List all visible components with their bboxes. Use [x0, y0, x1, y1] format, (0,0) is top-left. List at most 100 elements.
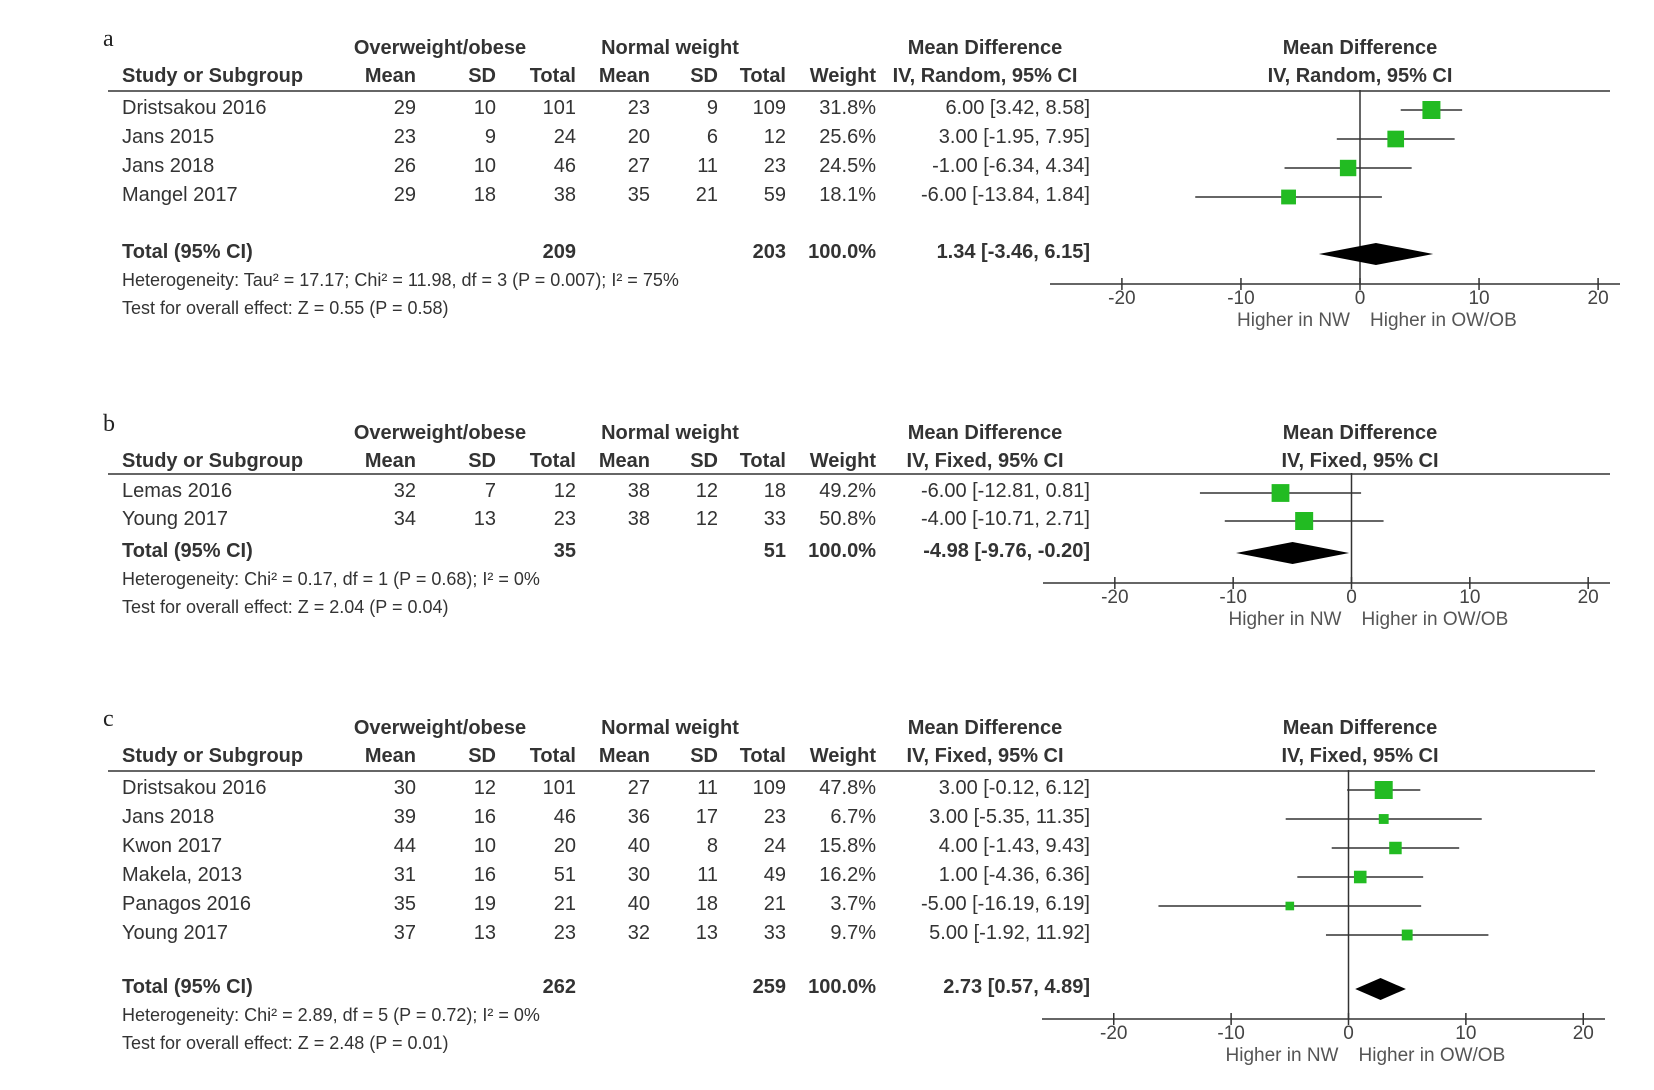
tick-label: 20	[1588, 288, 1609, 309]
tick-label: 10	[1459, 587, 1480, 608]
study-marker	[1281, 189, 1296, 205]
plot-header: Mean Difference	[1282, 422, 1438, 444]
group1-header: Overweight/obese	[353, 422, 527, 444]
ci-value: -5.00 [-16.19, 6.19]	[920, 893, 1090, 915]
ci-value: -4.00 [-10.71, 2.71]	[920, 508, 1090, 530]
total2-value: 49	[763, 864, 786, 886]
tick-label: 0	[1355, 288, 1366, 309]
sd1-value: 10	[473, 155, 496, 177]
mean2-value: 23	[627, 97, 650, 119]
study-name: Young 2017	[122, 508, 229, 530]
axis-label-left: Higher in NW	[1226, 1045, 1339, 1066]
study-name: Mangel 2017	[122, 184, 238, 206]
mean1-value: 23	[393, 126, 416, 148]
ci-value: 1.00 [-4.36, 6.36]	[938, 864, 1090, 886]
mean1-value: 26	[393, 155, 416, 177]
tick-label: 20	[1573, 1023, 1594, 1044]
tick-label: 20	[1578, 587, 1599, 608]
ci-value: 4.00 [-1.43, 9.43]	[938, 835, 1090, 857]
mean2-value: 40	[627, 835, 650, 857]
study-marker	[1374, 781, 1393, 799]
heterogeneity-note: Heterogeneity: Chi² = 0.17, df = 1 (P = …	[122, 569, 540, 589]
ci-value: 5.00 [-1.92, 11.92]	[929, 922, 1090, 944]
total1-sum: 35	[553, 540, 576, 562]
sd2-column-header: SD	[690, 745, 718, 767]
study-name: Lemas 2016	[122, 480, 233, 502]
panel-label: b	[103, 411, 115, 437]
total2-sum: 259	[752, 976, 786, 998]
weight-value: 18.1%	[819, 184, 876, 206]
heterogeneity-note: Heterogeneity: Tau² = 17.17; Chi² = 11.9…	[122, 270, 679, 290]
sd1-value: 12	[473, 777, 496, 799]
axis-label-right: Higher in OW/OB	[1359, 1045, 1506, 1066]
group2-header: Normal weight	[601, 422, 739, 444]
total-ci: 1.34 [-3.46, 6.15]	[936, 241, 1090, 263]
sd1-column-header: SD	[468, 65, 496, 87]
tick-label: -20	[1101, 587, 1128, 608]
weight-column-header: Weight	[809, 65, 876, 87]
total1-value: 46	[553, 155, 576, 177]
study-marker	[1353, 870, 1367, 884]
tick-label: -10	[1219, 587, 1246, 608]
study-marker	[1422, 101, 1441, 119]
total2-value: 24	[763, 835, 786, 857]
study-marker	[1271, 484, 1290, 502]
total2-column-header: Total	[739, 450, 786, 472]
study-name: Kwon 2017	[122, 835, 223, 857]
plot-subheader: IV, Fixed, 95% CI	[1281, 745, 1439, 767]
mean2-value: 35	[627, 184, 650, 206]
forest-plot-c: c Overweight/obese Normal weight Mean Diffe…	[0, 680, 1654, 1090]
axis-label-left: Higher in NW	[1229, 609, 1342, 630]
total-diamond	[1355, 978, 1406, 1000]
mean1-value: 32	[393, 480, 416, 502]
study-name: Dristsakou 2016	[122, 777, 267, 799]
mean1-value: 31	[393, 864, 416, 886]
plot-header: Mean Difference	[1282, 37, 1438, 59]
sd2-value: 8	[706, 835, 718, 857]
tick-label: 10	[1468, 288, 1489, 309]
study-column-header: Study or Subgroup	[122, 65, 304, 87]
mean2-value: 40	[627, 893, 650, 915]
total-label: Total (95% CI)	[122, 976, 253, 998]
sd2-value: 9	[706, 97, 718, 119]
weight-value: 3.7%	[830, 893, 876, 915]
mean1-value: 29	[393, 184, 416, 206]
total2-value: 59	[763, 184, 786, 206]
total2-value: 33	[763, 508, 786, 530]
mean1-value: 39	[393, 806, 416, 828]
total-weight: 100.0%	[808, 976, 876, 998]
tick-label: -20	[1108, 288, 1135, 309]
sd2-value: 18	[695, 893, 718, 915]
axis-label-left: Higher in NW	[1237, 310, 1350, 331]
total2-value: 109	[752, 97, 786, 119]
sd2-value: 17	[695, 806, 718, 828]
total2-value: 12	[763, 126, 786, 148]
total1-sum: 262	[542, 976, 576, 998]
mean1-column-header: Mean	[364, 65, 416, 87]
study-name: Jans 2018	[122, 155, 215, 177]
sd2-column-header: SD	[690, 65, 718, 87]
mean2-value: 32	[627, 922, 650, 944]
effect-subheader: IV, Fixed, 95% CI	[906, 745, 1064, 767]
total1-value: 20	[553, 835, 576, 857]
total2-value: 23	[763, 155, 786, 177]
ci-value: -1.00 [-6.34, 4.34]	[932, 155, 1090, 177]
ci-value: 3.00 [-5.35, 11.35]	[929, 806, 1090, 828]
total2-value: 21	[763, 893, 786, 915]
tick-label: 0	[1346, 587, 1357, 608]
study-marker	[1378, 814, 1389, 824]
mean2-value: 36	[627, 806, 650, 828]
sd1-value: 10	[473, 97, 496, 119]
sd1-value: 13	[473, 508, 496, 530]
weight-value: 6.7%	[830, 806, 876, 828]
forest-plot-svg: -20 -10 0 10 20 Higher in NW Higher in OW/OB	[1042, 770, 1605, 1066]
mean1-value: 29	[393, 97, 416, 119]
total1-value: 38	[553, 184, 576, 206]
ci-value: 3.00 [-1.95, 7.95]	[938, 126, 1090, 148]
mean1-column-header: Mean	[364, 450, 416, 472]
study-marker	[1285, 901, 1295, 911]
total2-sum: 51	[763, 540, 786, 562]
effect-header: Mean Difference	[907, 717, 1063, 739]
sd2-value: 12	[695, 508, 718, 530]
study-name: Jans 2015	[122, 126, 215, 148]
